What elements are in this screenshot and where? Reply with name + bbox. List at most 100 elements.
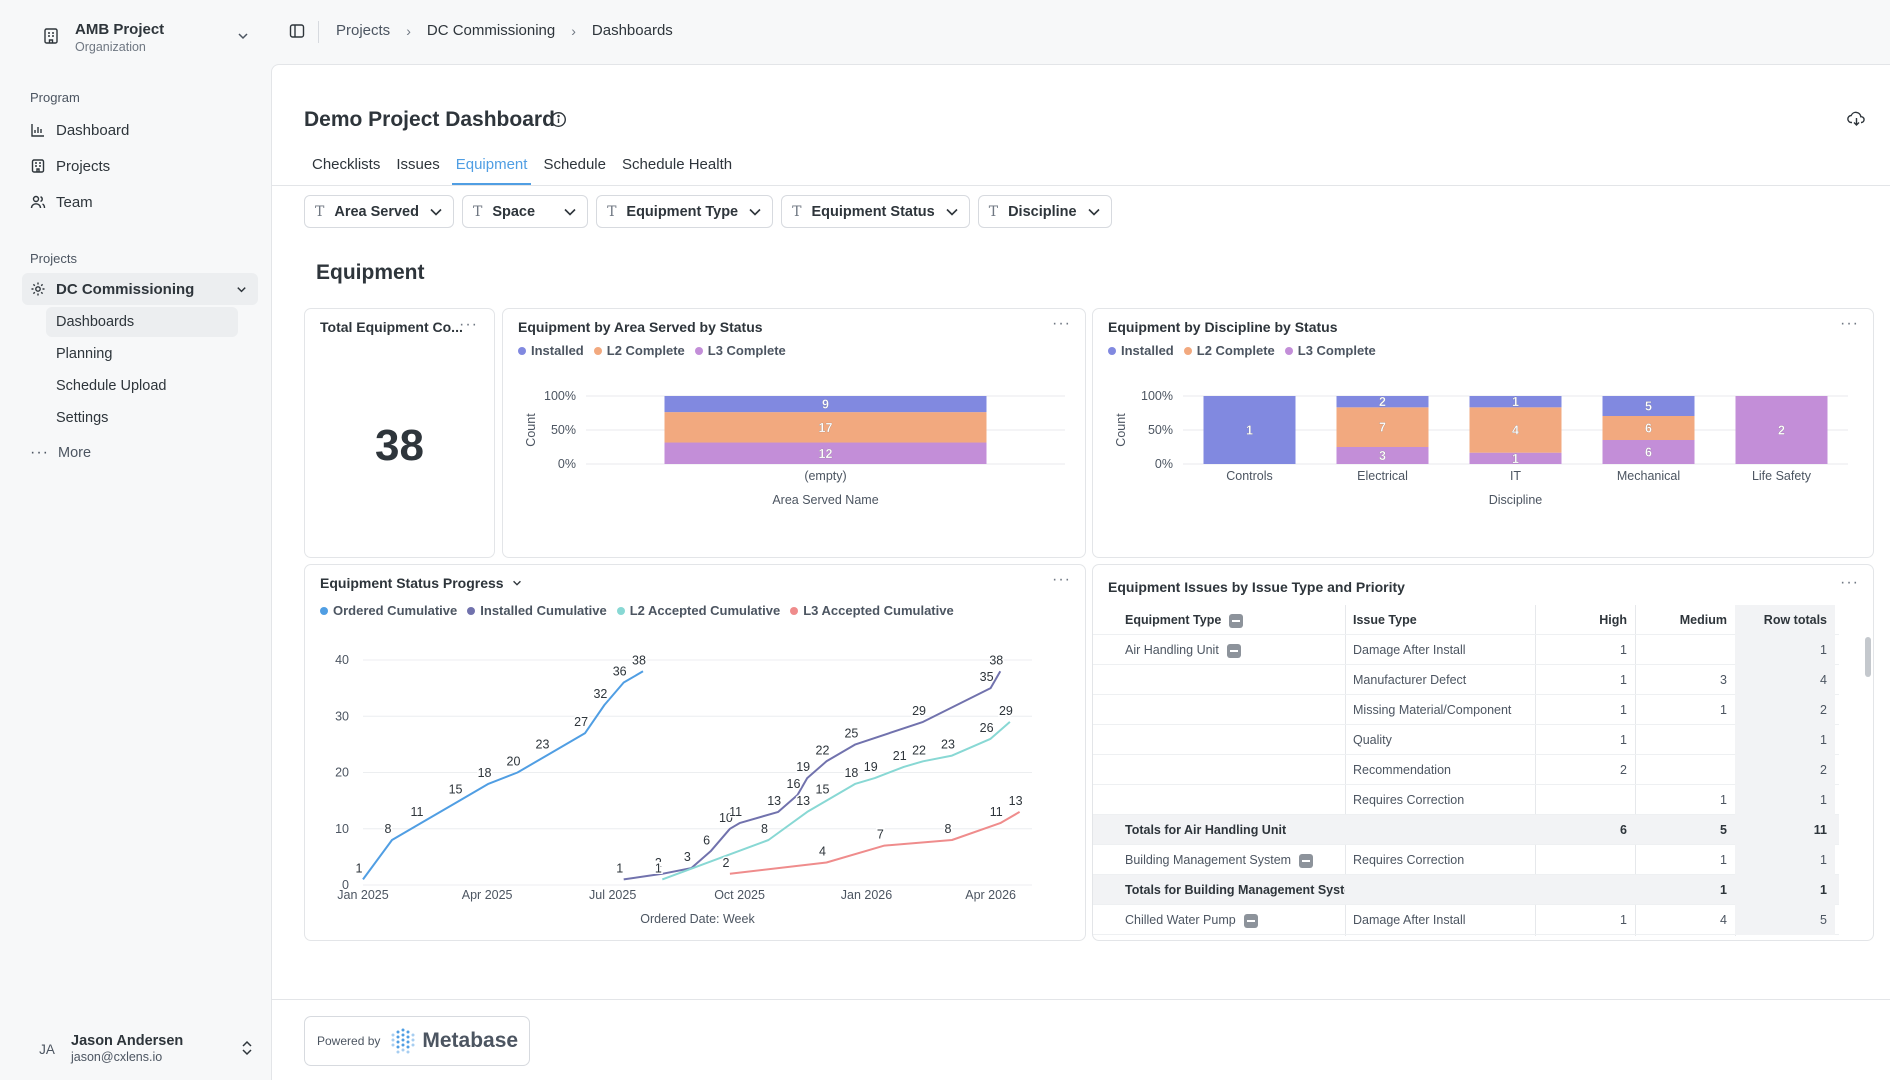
bar-segment[interactable] xyxy=(1469,407,1562,453)
legend-item[interactable]: L2 Complete xyxy=(1183,343,1275,358)
card-menu-button[interactable]: ··· xyxy=(1052,571,1071,588)
data-label: 5 xyxy=(1645,400,1652,414)
card-menu-button[interactable]: ··· xyxy=(1840,315,1859,332)
sidebar-subitem-planning[interactable]: Planning xyxy=(56,346,113,362)
scrollbar[interactable] xyxy=(1865,637,1871,677)
filter-label: Area Served xyxy=(334,203,419,220)
high-cell: 1 xyxy=(1620,643,1627,657)
org-switcher[interactable]: AMB Project Organization xyxy=(24,14,264,60)
card-menu-button[interactable]: ··· xyxy=(1840,574,1859,591)
bar-segment[interactable] xyxy=(664,412,987,443)
legend-label: L3 Accepted Cumulative xyxy=(803,603,954,618)
series-line[interactable] xyxy=(661,721,1011,881)
bar-segment[interactable] xyxy=(1602,416,1695,440)
filter-discipline[interactable]: T Discipline xyxy=(977,195,1112,228)
bar-segment[interactable] xyxy=(664,442,987,464)
x-tick-label: Life Safety xyxy=(1752,469,1812,483)
sidebar-item-label: Dashboard xyxy=(56,121,130,139)
bar-segment[interactable] xyxy=(1336,447,1429,464)
text-filter-icon: T xyxy=(472,203,483,220)
user-menu[interactable]: JA Jason Andersen jason@cxlens.io xyxy=(24,1026,260,1070)
sidebar-subitem-settings[interactable]: Settings xyxy=(56,410,109,426)
legend-item[interactable]: L3 Accepted Cumulative xyxy=(790,603,954,618)
equipment-type-cell: Chilled Water Pump xyxy=(1093,905,1345,935)
legend-item[interactable]: L2 Accepted Cumulative xyxy=(616,603,780,618)
legend-item[interactable]: Installed xyxy=(1108,343,1174,358)
filter-area-served[interactable]: T Area Served xyxy=(304,195,454,228)
y-tick-label: 40 xyxy=(335,653,349,667)
data-label: 16 xyxy=(787,777,801,791)
card-title[interactable]: Equipment Status Progress xyxy=(320,575,523,591)
legend-item[interactable]: Installed Cumulative xyxy=(467,603,607,618)
bar-segment[interactable] xyxy=(664,396,987,413)
bar-segment[interactable] xyxy=(1735,396,1828,464)
y-axis-label: Count xyxy=(1114,413,1128,447)
tab-issues[interactable]: Issues xyxy=(396,156,440,173)
cloud-download-icon[interactable] xyxy=(1847,110,1866,127)
filter-equipment-status[interactable]: T Equipment Status xyxy=(781,195,970,228)
sidebar-toggle-icon[interactable] xyxy=(289,23,305,39)
breadcrumb-dashboards[interactable]: Dashboards xyxy=(591,22,673,39)
issue-type-cell: Damage After Install xyxy=(1353,643,1466,657)
bar-segment[interactable] xyxy=(1469,396,1562,408)
legend-item[interactable]: L2 Complete xyxy=(593,343,685,358)
column-header: Equipment Type xyxy=(1093,605,1345,635)
tab-equipment[interactable]: Equipment xyxy=(451,156,532,185)
series-line[interactable] xyxy=(623,670,1002,881)
sidebar-more[interactable]: ··· More xyxy=(30,444,91,462)
collapse-icon[interactable] xyxy=(1229,613,1244,628)
medium-cell: 5 xyxy=(1720,823,1727,837)
card-title: Equipment by Discipline by Status xyxy=(1108,319,1338,335)
filter-equipment-type[interactable]: T Equipment Type xyxy=(596,195,774,228)
collapse-icon[interactable] xyxy=(1299,853,1314,868)
breadcrumb-dc-commissioning[interactable]: DC Commissioning xyxy=(426,22,556,39)
legend-item[interactable]: L3 Complete xyxy=(1284,343,1376,358)
filter-label: Equipment Status xyxy=(811,203,935,220)
sidebar-item-dc-commissioning[interactable]: DC Commissioning xyxy=(22,273,258,305)
table-row: Quality 1 1 xyxy=(1093,725,1839,755)
card-menu-button[interactable]: ··· xyxy=(459,316,478,333)
data-label: 8 xyxy=(761,822,768,836)
breadcrumb-projects[interactable]: Projects xyxy=(336,22,391,39)
data-label: 1 xyxy=(655,861,662,875)
sidebar-subitem-schedule-upload[interactable]: Schedule Upload xyxy=(56,378,167,394)
collapse-icon[interactable] xyxy=(1226,643,1241,658)
text-filter-icon: T xyxy=(792,203,802,220)
collapse-icon[interactable] xyxy=(1243,913,1258,928)
legend-label: Installed xyxy=(531,343,584,358)
sidebar-item-team[interactable]: Team xyxy=(26,186,262,218)
bar-segment[interactable] xyxy=(1602,396,1695,416)
filter-label: Discipline xyxy=(1008,203,1077,220)
bar-segment[interactable] xyxy=(1336,407,1429,447)
legend-item[interactable]: Ordered Cumulative xyxy=(320,603,457,618)
column-header: Medium xyxy=(1679,613,1727,627)
sidebar-subitem-dashboards[interactable]: Dashboards xyxy=(46,307,238,337)
powered-by-badge[interactable]: Powered by Metabase xyxy=(304,1016,530,1066)
tab-checklists[interactable]: Checklists xyxy=(312,156,381,173)
series-line[interactable] xyxy=(362,670,644,880)
info-icon[interactable] xyxy=(550,111,567,128)
medium-cell xyxy=(1635,755,1735,785)
bar-segment[interactable] xyxy=(1203,396,1296,464)
tab-schedule-health[interactable]: Schedule Health xyxy=(622,156,733,173)
legend-item[interactable]: Installed xyxy=(518,343,584,358)
subtotal-row: Totals for Air Handling Unit 6 5 11 xyxy=(1093,815,1839,845)
sidebar-item-projects[interactable]: Projects xyxy=(26,150,262,182)
bar-segment[interactable] xyxy=(1602,440,1695,464)
sidebar-item-dashboard[interactable]: Dashboard xyxy=(26,114,262,146)
filter-space[interactable]: T Space xyxy=(461,195,589,228)
avatar: JA xyxy=(39,1041,55,1057)
chevron-right-icon: › xyxy=(406,22,411,39)
legend-item[interactable]: L3 Complete xyxy=(694,343,786,358)
y-tick-label: 50% xyxy=(551,423,576,437)
series-line[interactable] xyxy=(729,811,1021,875)
bar-segment[interactable] xyxy=(1336,396,1429,408)
x-axis-label: Area Served Name xyxy=(772,493,878,507)
chevron-up-down-icon xyxy=(242,1040,252,1056)
total-equipment-card: Total Equipment Co... ··· 38 xyxy=(304,308,495,558)
tab-schedule[interactable]: Schedule xyxy=(543,156,606,173)
row-total-cell: 1 xyxy=(1735,875,1835,905)
card-menu-button[interactable]: ··· xyxy=(1052,315,1071,332)
data-label: 2 xyxy=(655,856,662,870)
bar-segment[interactable] xyxy=(1469,452,1562,464)
